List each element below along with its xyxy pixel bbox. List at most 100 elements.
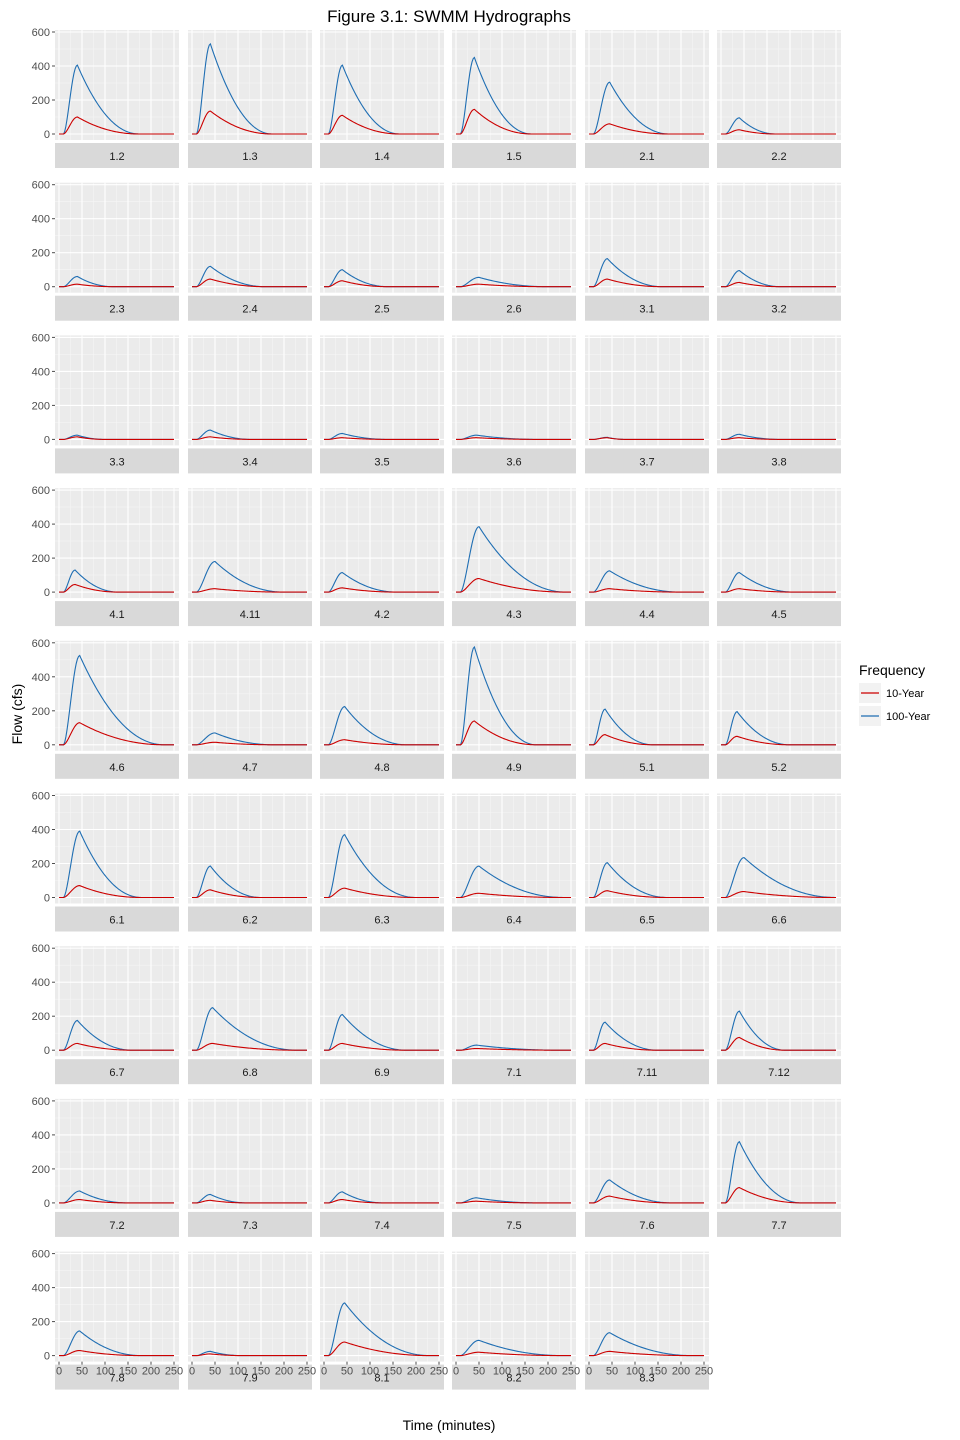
panel-background (188, 1251, 312, 1362)
y-tick-label: 200 (32, 553, 50, 565)
series-line-10-year (324, 1042, 439, 1051)
facet-strip (585, 753, 709, 779)
panel-background (55, 182, 179, 293)
facet-strip-label: 7.3 (242, 1220, 257, 1232)
facet-strip-label: 1.4 (374, 151, 389, 163)
facet-panel: 4.6 0 200 400 600 (32, 638, 179, 779)
panel-background (320, 793, 444, 904)
facet-strip-label: 3.8 (771, 456, 786, 468)
x-tick-label: 50 (209, 1366, 221, 1378)
panel-background (585, 182, 709, 293)
facet-panel: 7.8 0 200 400 600 0 50 100 150 200 250 (32, 1249, 183, 1390)
facet-strip (717, 295, 841, 321)
series-line-10-year (456, 1351, 571, 1357)
y-tick-label: 0 (44, 282, 50, 294)
panel-background (452, 30, 576, 140)
facet-panel: 4.1 0 200 400 600 (32, 485, 179, 627)
facet-strip-label: 5.1 (639, 762, 654, 774)
y-tick-label: 400 (32, 519, 50, 531)
facet-strip-label: 7.12 (768, 1067, 789, 1079)
y-tick-label: 200 (32, 859, 50, 871)
facet-strip (717, 1059, 841, 1085)
facet-strip (452, 906, 576, 932)
facet-panel: 2.6 (452, 182, 576, 321)
legend: Frequency 10-Year 100-Year (859, 662, 931, 726)
y-tick-label: 200 (32, 1317, 50, 1329)
facet-strip-label: 6.6 (771, 915, 786, 927)
facet-strip (55, 753, 179, 779)
facet-panel: 2.3 0 200 400 600 (32, 180, 179, 321)
panel-background (320, 182, 444, 293)
facet-panel: 3.5 (320, 335, 444, 474)
facet-strip-label: 2.6 (506, 304, 521, 316)
facet-strip (55, 1211, 179, 1237)
x-tick-label: 200 (539, 1366, 557, 1378)
facet-panel: 2.4 (188, 182, 312, 321)
facet-panel: 6.1 0 200 400 600 (32, 791, 179, 932)
series-line-100-year (59, 654, 174, 746)
y-tick-label: 200 (32, 248, 50, 260)
facet-strip (585, 295, 709, 321)
panel-background (452, 793, 576, 904)
facet-panel: 2.1 (585, 30, 709, 168)
x-tick-label: 0 (189, 1366, 195, 1378)
facet-panel: 8.3 0 50 100 150 200 250 (585, 1251, 713, 1390)
y-tick-label: 400 (32, 214, 50, 226)
facet-strip (320, 601, 444, 627)
y-tick-label: 400 (32, 977, 50, 989)
panel-background (585, 335, 709, 446)
series-line-10-year (589, 123, 704, 135)
series-line-10-year (59, 722, 174, 746)
panel-background (717, 30, 841, 140)
facet-strip-label: 2.2 (771, 151, 786, 163)
facet-strip-label: 4.11 (240, 609, 261, 621)
facet-strip (320, 1364, 444, 1390)
series-line-10-year (721, 1187, 836, 1204)
facet-panel: 7.6 (585, 1098, 709, 1237)
x-tick-label: 50 (341, 1366, 353, 1378)
facet-panel: 4.5 (717, 488, 841, 627)
facet-strip (188, 295, 312, 321)
series-line-10-year (456, 892, 571, 899)
y-tick-label: 600 (32, 1249, 50, 1261)
y-tick-label: 0 (44, 740, 50, 752)
facet-strip (717, 143, 841, 168)
series-line-10-year (456, 1047, 571, 1051)
panel-background (717, 182, 841, 293)
facet-strip (452, 1211, 576, 1237)
facet-panel: 7.2 0 200 400 600 (32, 1096, 179, 1237)
facet-panel: 7.5 (452, 1098, 576, 1237)
facet-strip-label: 5.2 (771, 762, 786, 774)
facet-panel: 6.8 (188, 946, 312, 1085)
facet-panel: 4.3 (452, 488, 576, 627)
panel-background (188, 182, 312, 293)
facet-strip-label: 4.4 (639, 609, 654, 621)
facet-strip (320, 906, 444, 932)
facet-panel: 4.2 (320, 488, 444, 627)
x-tick-label: 200 (275, 1366, 293, 1378)
facet-panel: 3.4 (188, 335, 312, 474)
series-line-10-year (721, 281, 836, 288)
facet-panel: 4.8 (320, 640, 444, 779)
facet-strip-label: 4.6 (109, 762, 124, 774)
y-tick-label: 400 (32, 366, 50, 378)
panel-background (585, 30, 709, 140)
facet-panel: 6.5 (585, 793, 709, 932)
series-line-10-year (721, 735, 836, 746)
x-tick-label: 250 (430, 1366, 448, 1378)
facet-panel: 7.1 (452, 946, 576, 1085)
series-line-10-year (721, 890, 836, 899)
facet-strip (585, 906, 709, 932)
series-line-10-year (589, 278, 704, 288)
facet-strip (452, 448, 576, 474)
panel-background (55, 30, 179, 140)
x-tick-label: 0 (56, 1366, 62, 1378)
facet-strip-label: 7.9 (242, 1373, 257, 1385)
facet-strip (55, 1059, 179, 1085)
legend-entries: 10-Year 100-Year (859, 683, 931, 726)
panel-background (320, 335, 444, 446)
facet-strip (55, 601, 179, 627)
panel-background (452, 182, 576, 293)
facet-panel: 7.12 (717, 946, 841, 1085)
